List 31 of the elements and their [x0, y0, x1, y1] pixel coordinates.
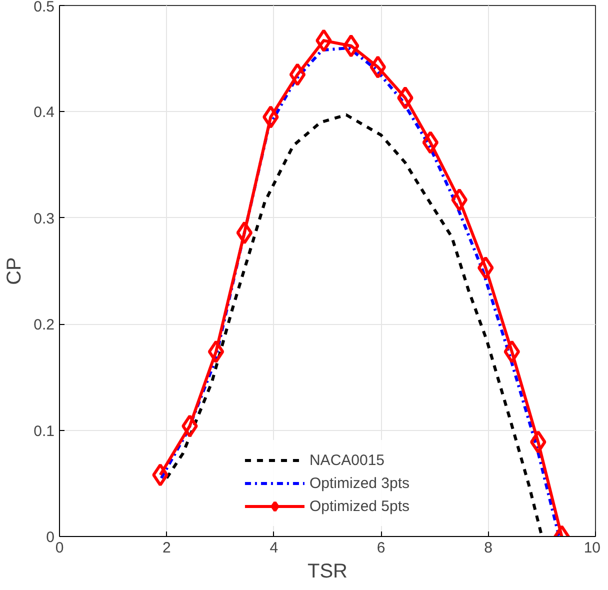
- point: [152, 463, 168, 486]
- x-tick-label: 10: [584, 540, 601, 556]
- point: [208, 340, 224, 364]
- legend-label: Optimized 3pts: [309, 474, 410, 492]
- x-tick-label: 6: [376, 540, 386, 556]
- y-tick-label: 0.1: [34, 422, 55, 440]
- point: [397, 86, 414, 110]
- x-axis-title: TSR: [308, 560, 348, 582]
- point: [262, 106, 279, 129]
- point: [504, 340, 520, 364]
- x-tick-label: 8: [484, 540, 492, 556]
- point: [422, 131, 439, 154]
- point: [289, 63, 306, 86]
- legend-label: Optimized 5pts: [309, 498, 410, 514]
- point: [182, 414, 198, 438]
- y-tick-label: 0: [46, 529, 54, 546]
- point: [236, 221, 253, 244]
- x-tick-label: 4: [270, 540, 278, 556]
- y-axis-title: CP: [4, 257, 26, 285]
- point: [530, 430, 546, 454]
- x-tick-label: 2: [162, 540, 171, 556]
- point: [451, 188, 468, 212]
- y-tick-label: 0.3: [34, 210, 55, 228]
- y-tick-label: 0.5: [34, 0, 55, 16]
- y-tick-label: 0.2: [34, 316, 55, 334]
- point: [477, 256, 494, 280]
- y-tick-label: 0.4: [34, 104, 55, 122]
- point: [316, 29, 332, 52]
- legend-label: NACA0015: [309, 452, 385, 468]
- point: [370, 56, 386, 79]
- point: [342, 34, 360, 58]
